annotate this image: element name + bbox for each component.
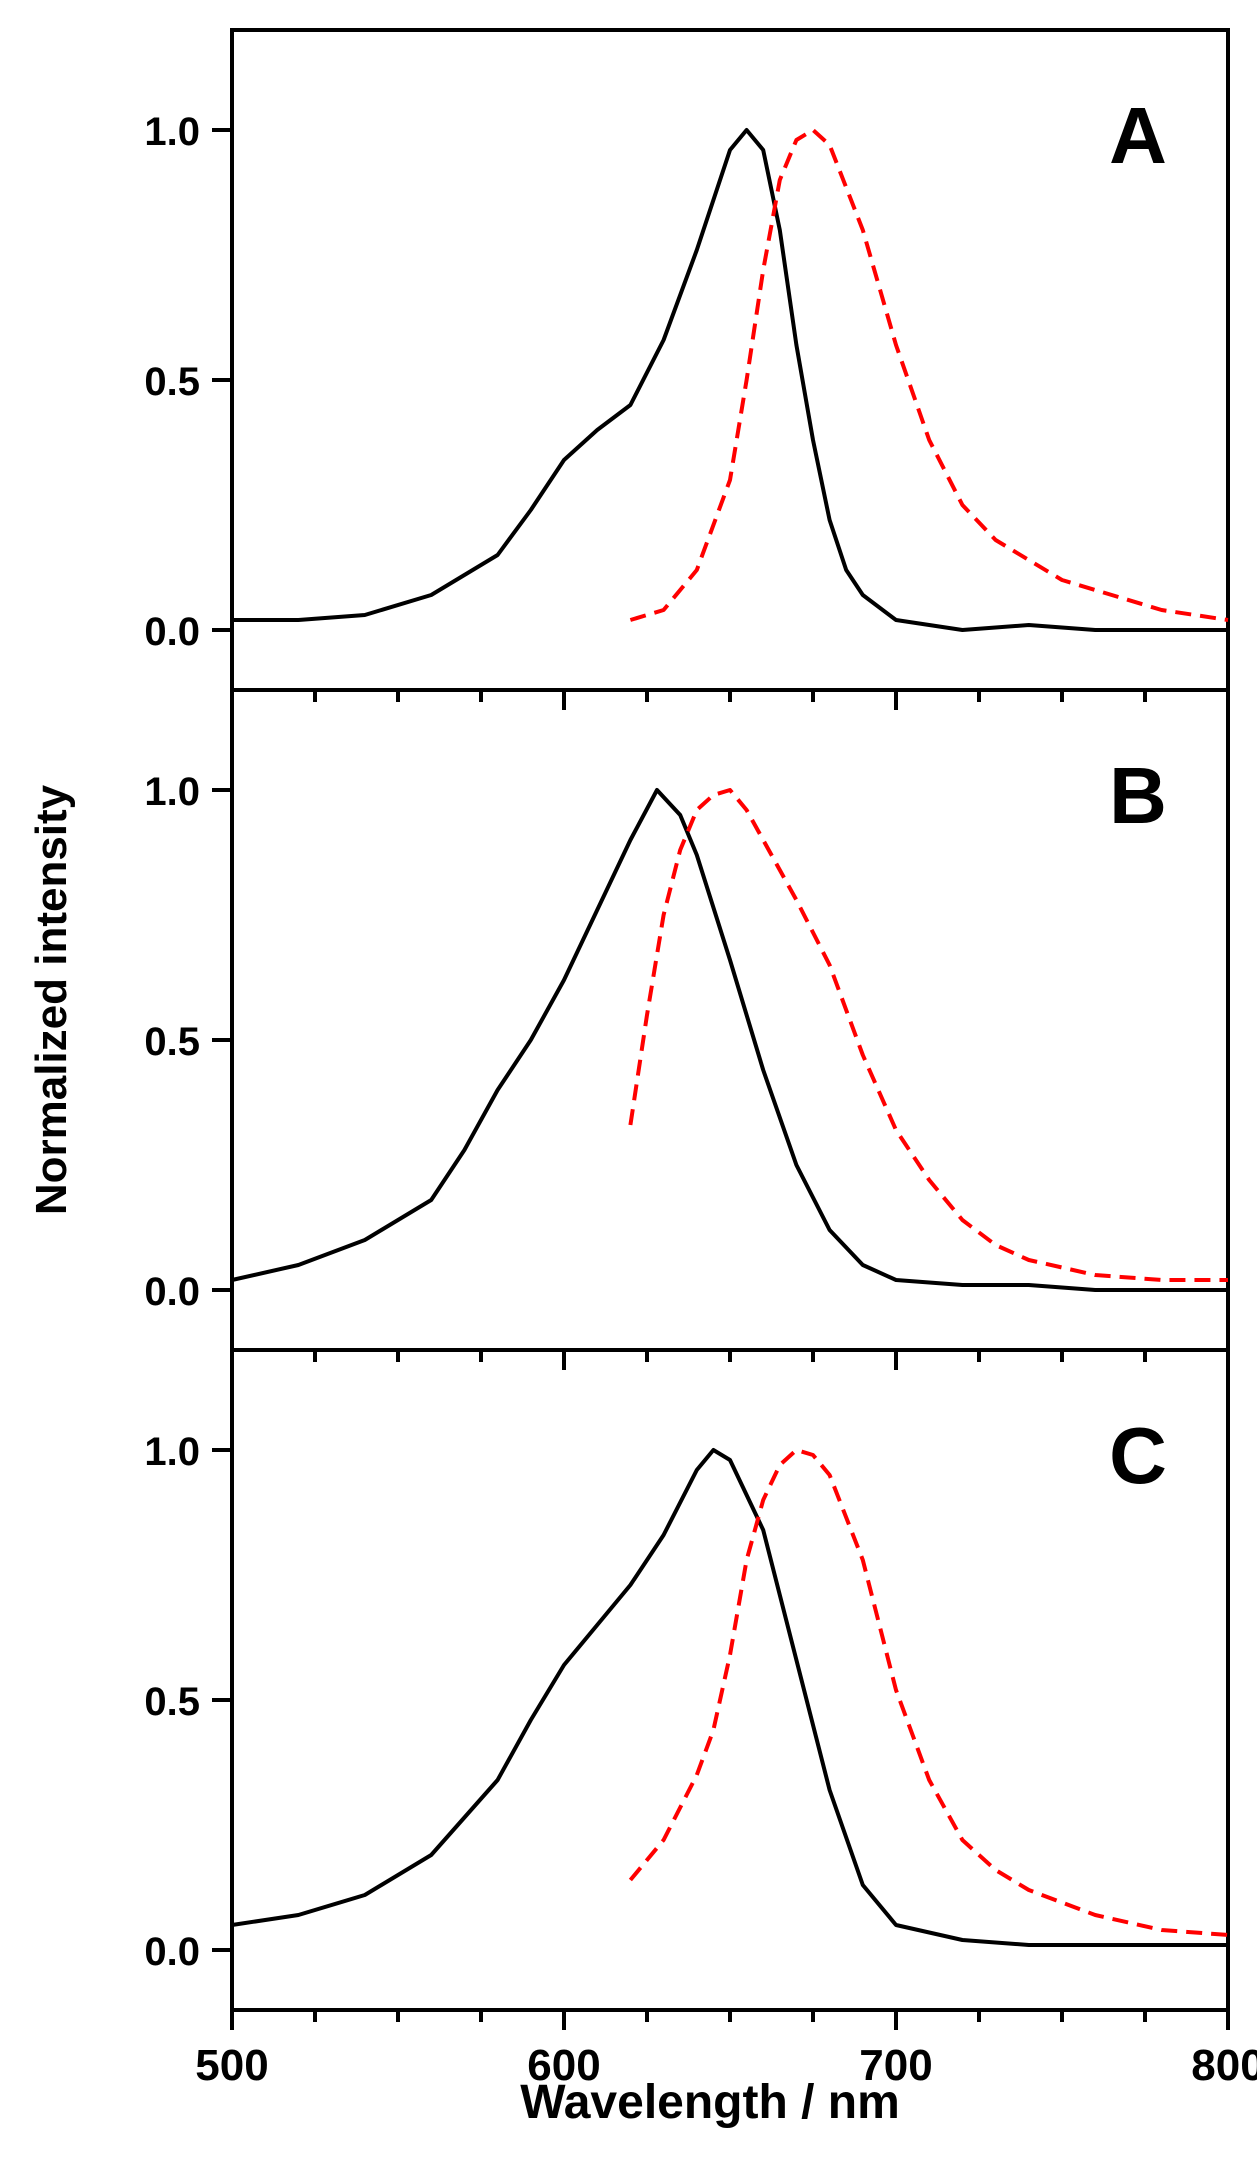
x-tick-label: 500 xyxy=(195,2041,268,2090)
x-tick-label: 800 xyxy=(1191,2041,1257,2090)
panel-frame xyxy=(230,28,1230,692)
x-tick-label: 600 xyxy=(527,2041,600,2090)
y-tick-label: 1.0 xyxy=(144,110,200,154)
panel-c: 0.0 0.5 1.0 C xyxy=(144,1348,1230,2030)
y-tick-label: 0.0 xyxy=(144,1930,200,1974)
panel-a: 0.0 0.5 1.0 A xyxy=(144,28,1230,710)
emission-line xyxy=(629,128,1229,622)
panel-label: B xyxy=(1109,751,1167,840)
panel-label: A xyxy=(1109,91,1167,180)
panels-group: 0.0 0.5 1.0 A 0.0 0.5 1.0 B 0.0 0.5 1.0 C 500 600 700 8… xyxy=(144,28,1257,2090)
x-axis-label: Wavelength / nm xyxy=(520,2076,900,2129)
y-tick-label: 1.0 xyxy=(144,1430,200,1474)
absorption-line xyxy=(231,1448,1228,1947)
emission-line xyxy=(628,1448,1229,1937)
panel-b: 0.0 0.5 1.0 B xyxy=(144,688,1230,1370)
absorption-line xyxy=(232,128,1228,632)
panel-frame xyxy=(230,1348,1230,2012)
absorption-line xyxy=(231,788,1228,1292)
y-axis-label: Normalized intensity xyxy=(27,784,76,1215)
y-tick-label: 0.0 xyxy=(144,610,200,654)
y-tick-label: 0.5 xyxy=(144,1020,200,1064)
x-tick-label: 700 xyxy=(859,2041,932,2090)
emission-line xyxy=(628,788,1228,1282)
y-tick-label: 0.5 xyxy=(144,1680,200,1724)
y-tick-label: 0.0 xyxy=(144,1270,200,1314)
y-tick-label: 1.0 xyxy=(144,770,200,814)
panel-label: C xyxy=(1109,1411,1167,1500)
y-tick-label: 0.5 xyxy=(144,360,200,404)
